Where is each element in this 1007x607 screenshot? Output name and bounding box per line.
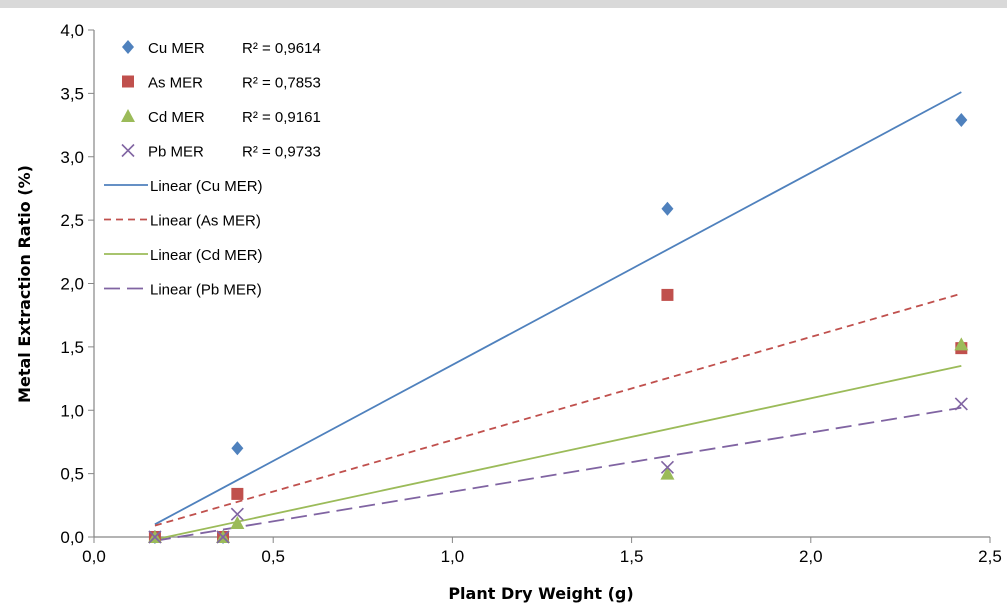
legend: Cu MER R² = 0,9614 As MER R² = 0,7853 Cd MER… xyxy=(104,40,321,299)
x-marker-stroke xyxy=(216,530,230,544)
x-tick-label: 0,0 xyxy=(82,547,106,566)
trendline xyxy=(154,406,962,542)
diamond-marker xyxy=(122,40,134,54)
legend-series-name: Pb MER xyxy=(148,144,204,161)
x-marker xyxy=(216,530,230,544)
diamond-marker xyxy=(231,441,244,456)
trendline xyxy=(154,292,962,527)
x-axis-title: Plant Dry Weight (g) xyxy=(448,584,633,603)
y-tick-label: 0,0 xyxy=(60,528,84,547)
diamond-marker xyxy=(661,201,674,216)
y-tick-label: 0,5 xyxy=(60,465,84,484)
triangle-marker xyxy=(660,466,675,480)
y-tick-label: 1,5 xyxy=(60,338,84,357)
x-marker xyxy=(230,507,244,521)
square-marker xyxy=(661,288,674,301)
y-axis-title: Metal Extraction Ratio (%) xyxy=(15,165,34,403)
x-marker-stroke xyxy=(148,530,162,544)
x-marker xyxy=(660,460,675,474)
trendline xyxy=(154,365,962,541)
x-marker xyxy=(954,397,968,411)
legend-r-squared: R² = 0,9161 xyxy=(242,109,321,126)
legend-trend-label: Linear (Cd MER) xyxy=(150,247,263,264)
y-tick-label: 2,5 xyxy=(60,211,84,230)
x-tick-label: 2,5 xyxy=(978,547,1002,566)
triangle-marker xyxy=(121,109,135,122)
triangle-marker xyxy=(230,516,245,530)
data-points xyxy=(147,112,969,544)
square-marker xyxy=(122,75,134,88)
x-marker-stroke xyxy=(230,507,244,521)
x-marker xyxy=(121,143,135,158)
legend-r-squared: R² = 0,7853 xyxy=(242,75,321,92)
legend-series-name: As MER xyxy=(148,75,203,92)
x-tick-label: 2,0 xyxy=(799,547,823,566)
trendline xyxy=(154,91,962,526)
diamond-marker xyxy=(955,112,968,127)
triangle-marker xyxy=(954,337,969,351)
y-tick-label: 3,5 xyxy=(60,84,84,103)
legend-series-name: Cu MER xyxy=(148,40,205,57)
legend-r-squared: R² = 0,9614 xyxy=(242,40,321,57)
x-tick-label: 0,5 xyxy=(261,547,285,566)
x-tick-label: 1,5 xyxy=(620,547,644,566)
y-tick-label: 1,0 xyxy=(60,401,84,420)
trendlines xyxy=(154,91,962,542)
x-marker-stroke xyxy=(660,460,675,474)
top-border xyxy=(0,0,1007,8)
x-marker-stroke xyxy=(121,143,135,158)
x-marker xyxy=(148,530,162,544)
legend-series-name: Cd MER xyxy=(148,109,205,126)
y-tick-label: 4,0 xyxy=(60,21,84,40)
square-marker xyxy=(231,487,244,500)
legend-trend-label: Linear (As MER) xyxy=(150,213,261,230)
legend-trend-label: Linear (Cu MER) xyxy=(150,178,263,195)
legend-r-squared: R² = 0,9733 xyxy=(242,144,321,161)
y-tick-label: 2,0 xyxy=(60,275,84,294)
axes: 0,0 0,5 1,0 1,5 2,0 2,5 0,0 0,5 1,0 1,5 2,0 2,5 3,0 3… xyxy=(60,21,1001,566)
x-marker-stroke xyxy=(954,397,968,411)
legend-trend-label: Linear (Pb MER) xyxy=(150,282,262,299)
x-tick-label: 1,0 xyxy=(441,547,465,566)
y-tick-label: 3,0 xyxy=(60,148,84,167)
